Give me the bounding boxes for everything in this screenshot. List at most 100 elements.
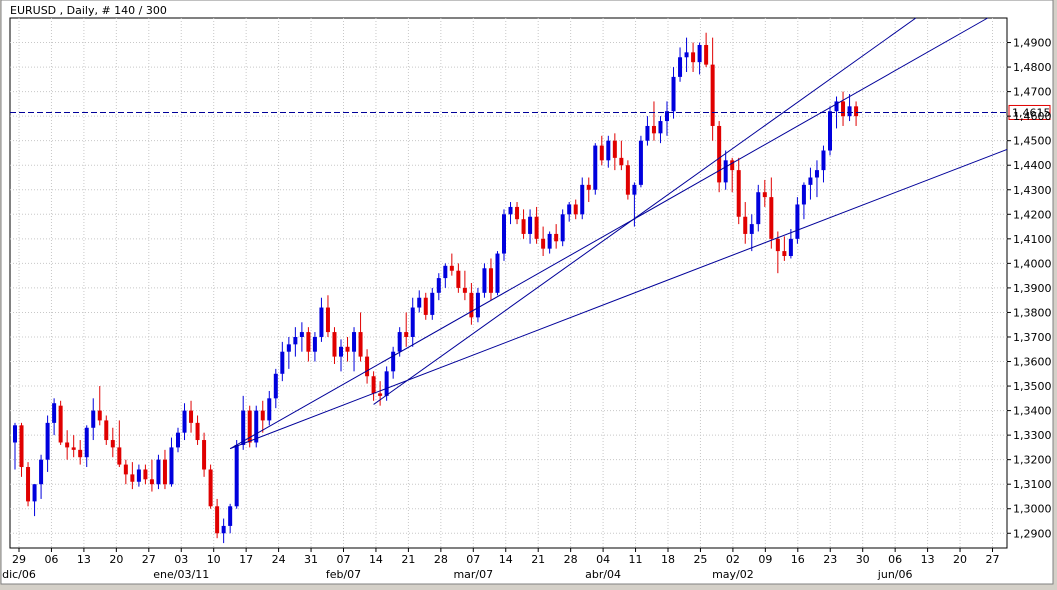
candle-body xyxy=(762,192,767,198)
candle-body xyxy=(97,410,102,421)
candle-body xyxy=(828,111,832,151)
grid xyxy=(10,18,1007,548)
trendline xyxy=(229,17,988,450)
candle-body xyxy=(749,224,754,234)
y-axis: 1,2900 1,3000 1,3100 1,3200 1,3300 1,3400 1,35… xyxy=(1007,37,1052,540)
x-tick-label: 13 xyxy=(921,553,935,566)
trendline xyxy=(373,17,917,405)
candle-body xyxy=(723,160,728,183)
candle-body xyxy=(104,420,109,441)
candle-body xyxy=(273,373,278,399)
candle-body xyxy=(580,184,585,215)
x-tick-label: 06 xyxy=(44,553,58,566)
candle-body xyxy=(841,101,846,117)
candle-body xyxy=(475,292,480,318)
y-tick-label: 1,3400 xyxy=(1013,405,1052,418)
candle-body xyxy=(678,57,683,77)
candle-body xyxy=(339,346,343,357)
x-month-label: ene/03/11 xyxy=(153,568,209,581)
y-tick-label: 1,3100 xyxy=(1013,478,1052,491)
y-tick-label: 1,4000 xyxy=(1013,257,1052,270)
candle-body xyxy=(775,238,780,252)
candle-body xyxy=(365,356,370,377)
candle-body xyxy=(665,111,669,122)
candle-body xyxy=(515,206,520,220)
candle-body xyxy=(619,157,624,166)
y-tick-label: 1,3800 xyxy=(1013,306,1052,319)
candle-body xyxy=(78,449,83,458)
x-tick-label: 07 xyxy=(337,553,351,566)
candle-body xyxy=(130,474,135,482)
x-tick-label: 27 xyxy=(142,553,156,566)
candle-body xyxy=(469,292,474,318)
candle-body xyxy=(717,125,722,183)
candle-body xyxy=(91,410,96,428)
x-tick-label: 16 xyxy=(791,553,805,566)
candle-body xyxy=(658,121,663,134)
candle-body xyxy=(65,442,70,448)
y-tick-label: 1,3000 xyxy=(1013,503,1052,516)
current-price-marker: 1,4615 xyxy=(10,104,1051,120)
x-tick-label: 23 xyxy=(823,553,837,566)
x-tick-label: 28 xyxy=(564,553,578,566)
candle-body xyxy=(384,371,389,396)
candle-body xyxy=(241,410,246,445)
candle-body xyxy=(801,184,806,205)
candle-body xyxy=(638,140,643,185)
candle-body xyxy=(215,506,220,534)
candle-body xyxy=(352,332,357,352)
candle-body xyxy=(795,204,800,239)
candle-body xyxy=(176,432,180,448)
x-tick-label: 14 xyxy=(499,553,513,566)
candle-body xyxy=(567,204,572,215)
x-month-label: jun/06 xyxy=(877,568,913,581)
candle-body xyxy=(528,216,533,234)
x-tick-label: 21 xyxy=(531,553,545,566)
candle-body xyxy=(704,44,709,65)
candle-body xyxy=(136,469,141,482)
candle-body xyxy=(436,278,441,293)
candle-body xyxy=(26,467,31,502)
candle-body xyxy=(260,410,265,421)
candle-body xyxy=(189,410,194,423)
x-tick-label: 27 xyxy=(986,553,1000,566)
x-tick-label: 25 xyxy=(693,553,707,566)
candle-body xyxy=(782,251,787,257)
x-month-label: abr/04 xyxy=(585,568,621,581)
candle-body xyxy=(462,287,467,293)
candle-body xyxy=(162,459,167,485)
candle-body xyxy=(606,140,611,161)
x-tick-label: 04 xyxy=(596,553,610,566)
x-axis: 29 06 13 20 27 03 10 17 24 31 07 14 21 28 07 14 21 28 04 11… xyxy=(2,548,1000,581)
candle-body xyxy=(39,459,44,485)
x-month-label: mar/07 xyxy=(453,568,493,581)
y-tick-label: 1,4200 xyxy=(1013,208,1052,221)
candle-body xyxy=(71,447,76,450)
candle-body xyxy=(45,422,50,460)
candle-body xyxy=(632,184,637,195)
candle-body xyxy=(449,265,454,271)
candle-body xyxy=(345,346,350,352)
candle-body xyxy=(358,332,363,357)
candle-body xyxy=(593,145,598,190)
candle-body xyxy=(306,332,311,352)
candle-body xyxy=(521,219,526,234)
candle-body xyxy=(502,214,506,254)
candle-body xyxy=(391,351,396,372)
x-month-label: dic/06 xyxy=(2,568,36,581)
x-tick-label: 11 xyxy=(629,553,643,566)
candle-body xyxy=(697,44,702,63)
x-tick-label: 17 xyxy=(239,553,253,566)
candle-body xyxy=(443,265,448,279)
x-tick-label: 30 xyxy=(856,553,870,566)
current-price-label: 1,4615 xyxy=(1012,106,1051,119)
y-tick-label: 1,4800 xyxy=(1013,61,1052,74)
candle-body xyxy=(573,204,578,215)
x-tick-label: 21 xyxy=(401,553,415,566)
candle-body xyxy=(410,307,415,337)
candle-body xyxy=(847,106,852,117)
x-tick-label: 06 xyxy=(888,553,902,566)
x-tick-label: 31 xyxy=(304,553,318,566)
chart-title: EURUSD , Daily, # 140 / 300 xyxy=(10,4,167,17)
